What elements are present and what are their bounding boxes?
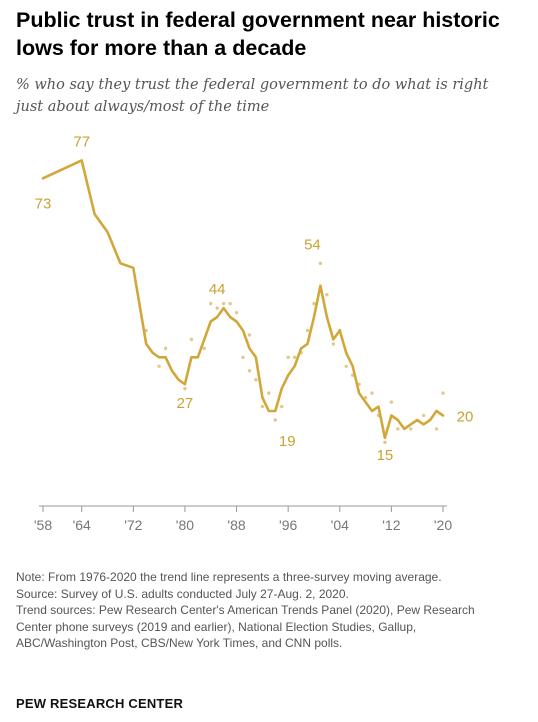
survey-point (318, 261, 323, 266)
survey-point (157, 364, 161, 368)
survey-point (215, 306, 219, 310)
data-label: 27 (177, 395, 194, 412)
x-tick-label: '72 (124, 517, 142, 533)
survey-point (260, 404, 265, 409)
chart-notes: Note: From 1976-2020 the trend line repr… (16, 569, 486, 652)
survey-point (325, 292, 329, 297)
survey-point (370, 391, 374, 395)
data-label: 77 (73, 133, 90, 150)
chart-title: Public trust in federal government near … (16, 8, 500, 60)
survey-point (202, 346, 206, 351)
x-tick-label: '64 (73, 517, 91, 533)
survey-point (234, 310, 239, 315)
survey-point (221, 301, 226, 306)
survey-point (434, 427, 439, 431)
data-label: 44 (209, 281, 226, 298)
x-tick-label: '04 (331, 517, 349, 533)
survey-point (409, 427, 413, 431)
survey-point (383, 440, 387, 445)
survey-point (189, 337, 194, 342)
x-tick-label: '80 (176, 517, 194, 533)
chart-subtitle: % who say they trust the federal governm… (16, 77, 489, 115)
data-label: 73 (35, 195, 52, 212)
trend-line (41, 159, 445, 440)
survey-point (228, 301, 232, 306)
trend-sources-text: Trend sources: Pew Research Center's Ame… (16, 603, 475, 650)
survey-point (273, 418, 277, 422)
survey-point (247, 333, 252, 337)
survey-point (209, 301, 213, 306)
x-tick-label: '96 (279, 517, 297, 533)
survey-point (441, 391, 445, 395)
survey-point (396, 427, 400, 431)
survey-point (305, 328, 310, 333)
survey-point (421, 413, 426, 418)
survey-point (267, 391, 271, 395)
brand-footer: PEW RESEARCH CENTER (16, 696, 184, 711)
x-tick-label: '12 (382, 517, 400, 533)
survey-point (183, 386, 187, 391)
x-tick-label: '58 (34, 517, 52, 533)
data-label: 19 (279, 433, 296, 450)
survey-point (163, 346, 168, 351)
survey-point (344, 364, 348, 368)
x-tick-label: '20 (434, 517, 452, 533)
trust-line-chart: '58 '64 '72 '80 '88 '96 '04 '12 '20 73 77 27 44 19 54 1… (34, 133, 474, 533)
survey-point (312, 301, 316, 306)
data-label: 20 (457, 409, 474, 426)
survey-point (286, 355, 290, 360)
survey-point (247, 369, 252, 373)
survey-point (254, 378, 258, 382)
source-text: Source: Survey of U.S. adults conducted … (16, 586, 349, 601)
survey-point (241, 355, 245, 360)
data-label: 54 (304, 236, 321, 253)
survey-point (280, 404, 284, 409)
survey-point (292, 355, 297, 360)
survey-point (389, 400, 394, 404)
x-tick-label: '88 (227, 517, 245, 533)
survey-point (331, 342, 336, 346)
note-text: Note: From 1976-2020 the trend line repr… (16, 570, 442, 584)
data-label: 15 (377, 447, 394, 464)
survey-point (363, 395, 368, 400)
